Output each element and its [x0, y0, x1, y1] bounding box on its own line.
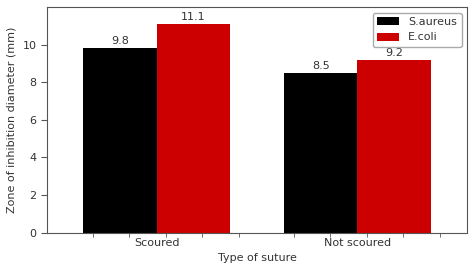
Text: 11.1: 11.1: [181, 12, 205, 22]
Legend: S.aureus, E.coli: S.aureus, E.coli: [373, 12, 462, 47]
Bar: [284, 73, 357, 233]
Bar: [357, 60, 430, 233]
Text: 8.5: 8.5: [312, 61, 330, 71]
Y-axis label: Zone of inhibition diameter (mm): Zone of inhibition diameter (mm): [7, 27, 17, 213]
Bar: [156, 24, 229, 233]
Text: 9.2: 9.2: [385, 48, 403, 58]
X-axis label: Type of suture: Type of suture: [218, 253, 296, 263]
Bar: [83, 48, 156, 233]
Text: 9.8: 9.8: [111, 36, 129, 46]
